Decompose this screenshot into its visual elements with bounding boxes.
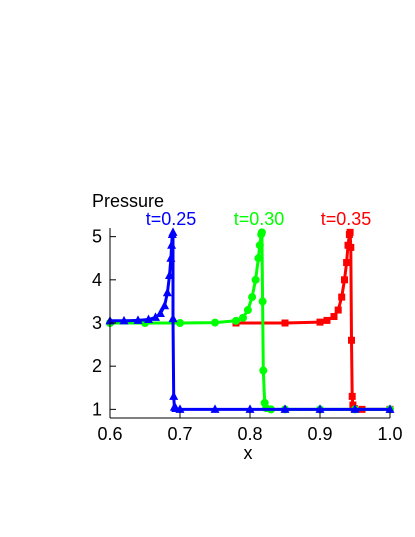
data-point xyxy=(255,241,264,250)
data-point xyxy=(316,318,324,326)
y-tick-label: 4 xyxy=(92,270,102,290)
y-tick-label: 1 xyxy=(92,399,102,419)
series-0 xyxy=(105,227,395,413)
data-point xyxy=(257,228,266,237)
axis-ticks: 0.6 0.7 0.8 0.9 1.0 1 2 3 4 5 xyxy=(92,227,403,444)
data-point xyxy=(385,404,395,413)
data-point xyxy=(248,293,257,302)
data-point xyxy=(350,404,360,413)
data-point xyxy=(168,313,178,323)
data-point xyxy=(168,227,178,236)
data-point xyxy=(167,240,177,249)
y-tick-label: 2 xyxy=(92,356,102,376)
series-1 xyxy=(106,228,394,414)
data-point xyxy=(315,404,325,413)
x-tick-label: 0.6 xyxy=(97,424,122,444)
data-point xyxy=(169,391,179,400)
data-point xyxy=(281,319,289,327)
data-point xyxy=(232,316,240,325)
chart-title: Pressure xyxy=(92,191,164,211)
data-point xyxy=(155,308,165,317)
data-point xyxy=(144,314,153,324)
y-tick-label: 3 xyxy=(92,313,102,333)
series-labels: t=0.25 t=0.30 t=0.35 xyxy=(146,209,372,229)
data-point xyxy=(259,366,268,375)
data-point xyxy=(176,319,184,327)
data-point xyxy=(347,243,355,251)
data-point xyxy=(119,315,129,325)
x-tick-label: 1.0 xyxy=(377,424,402,444)
data-point xyxy=(334,306,342,314)
data-point xyxy=(341,276,348,284)
data-point xyxy=(348,392,356,400)
data-point xyxy=(258,297,267,306)
series-label: t=0.25 xyxy=(146,209,197,229)
x-tick-label: 0.9 xyxy=(307,424,332,444)
x-tick-label: 0.7 xyxy=(167,424,192,444)
series-label: t=0.30 xyxy=(234,209,285,229)
series-label: t=0.35 xyxy=(321,209,372,229)
data-point xyxy=(338,293,346,301)
data-point xyxy=(245,404,255,413)
data-point xyxy=(133,315,143,324)
data-point xyxy=(254,254,263,263)
series-layer xyxy=(105,227,395,414)
data-point xyxy=(211,318,219,327)
data-point xyxy=(162,287,172,297)
data-point xyxy=(239,313,247,322)
data-point xyxy=(243,306,252,315)
data-point xyxy=(280,404,290,413)
data-point xyxy=(151,312,160,321)
data-point xyxy=(210,404,220,413)
x-tick-label: 0.8 xyxy=(237,424,262,444)
y-tick-label: 5 xyxy=(92,227,102,247)
data-point xyxy=(330,313,338,321)
data-point xyxy=(166,253,176,262)
data-point xyxy=(323,316,331,324)
data-point xyxy=(165,270,174,279)
data-point xyxy=(160,300,170,310)
data-point xyxy=(348,336,355,344)
x-axis-label: x xyxy=(244,443,253,463)
data-point xyxy=(343,259,351,267)
data-point xyxy=(346,228,354,236)
data-point xyxy=(175,404,185,413)
data-point xyxy=(251,275,260,284)
